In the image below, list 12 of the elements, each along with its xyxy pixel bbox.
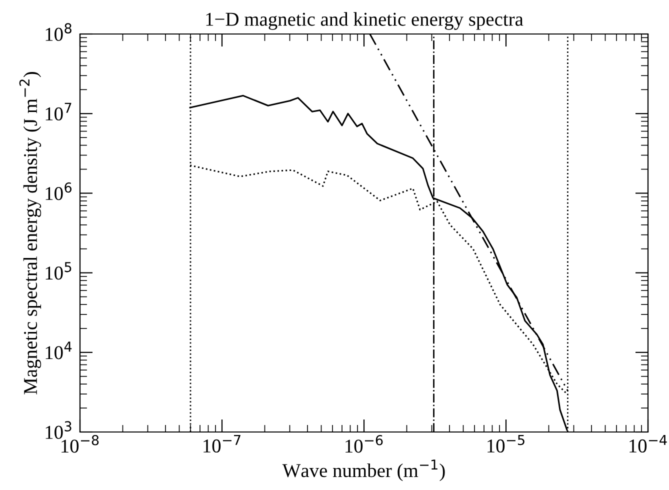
x-tick-label: 10$^{−4}$ [630,435,667,453]
y-tick-label: 10$^{4}$ [46,342,72,360]
y-axis-title: Magnetic spectral energy density (J m$^{−2}$) [19,72,42,394]
y-tick-label: 10$^{8}$ [46,23,72,41]
y-tick-label: 10$^{7}$ [46,102,72,120]
x-tick-label: 10$^{−7}$ [204,435,240,453]
y-tick-label: 10$^{6}$ [46,182,72,200]
x-tick-label: 10$^{−6}$ [346,435,383,453]
y-tick-label: 10$^{5}$ [46,262,72,280]
x-axis-title: Wave number (m$^{−1}$) [282,460,445,482]
x-tick-label: 10$^{−5}$ [488,435,524,453]
chart-title: 1−D magnetic and kinetic energy spectra [206,12,524,30]
